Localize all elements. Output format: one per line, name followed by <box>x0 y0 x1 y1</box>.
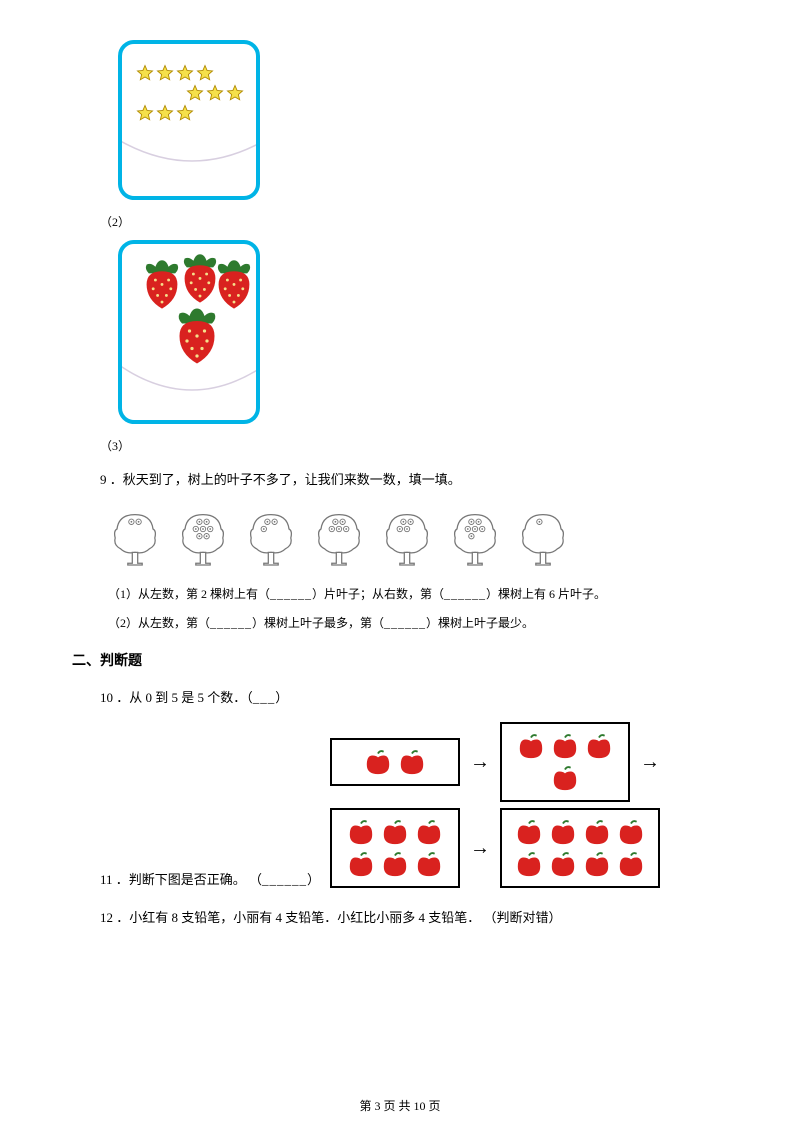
star-icon <box>176 104 194 122</box>
apple-panel <box>330 808 460 888</box>
blank[interactable]: ______ <box>210 616 252 630</box>
blank[interactable]: ______ <box>270 587 312 601</box>
apple-icon <box>550 764 580 792</box>
arrow-icon: → <box>470 832 490 864</box>
apple-icon <box>548 850 578 878</box>
apple-sequence-figure: → → → <box>330 722 670 894</box>
apple-icon <box>346 850 376 878</box>
question-9-sub2: （2）从左数，第（______）棵树上叶子最多，第（______）棵树上叶子最少… <box>108 614 710 633</box>
star-icon <box>156 104 174 122</box>
apple-icon <box>548 818 578 846</box>
tree-icon <box>312 509 366 567</box>
blank[interactable]: ______ <box>444 587 486 601</box>
apple-panel <box>500 722 630 802</box>
apple-icon <box>616 818 646 846</box>
blank[interactable]: ___ <box>253 690 276 705</box>
image-box-berries <box>118 240 260 424</box>
star-icon <box>136 104 154 122</box>
tree-icon <box>108 509 162 567</box>
question-11-row: 11 ．判断下图是否正确。 （______） →→→ <box>100 722 710 894</box>
question-9-sub1: （1）从左数，第 2 棵树上有（______）片叶子；从右数，第（______）… <box>108 585 710 604</box>
label-item-3: （3） <box>100 437 710 456</box>
tree-icon <box>176 509 230 567</box>
tree-icon <box>448 509 502 567</box>
apple-icon <box>550 732 580 760</box>
image-box-stars <box>118 40 260 200</box>
blank[interactable]: ______ <box>262 872 307 887</box>
apple-icon <box>380 850 410 878</box>
blank[interactable]: ______ <box>384 616 426 630</box>
apple-icon <box>582 850 612 878</box>
question-12-text: 12 ．小红有 8 支铅笔，小丽有 4 支铅笔．小红比小丽多 4 支铅笔． （判… <box>100 908 710 929</box>
question-11-text: 11 ．判断下图是否正确。 （ <box>100 872 262 887</box>
apple-icon <box>414 850 444 878</box>
apple-icon <box>346 818 376 846</box>
apple-icon <box>516 732 546 760</box>
apple-icon <box>397 748 427 776</box>
arrow-icon: → <box>470 746 490 778</box>
page-footer: 第 3 页 共 10 页 <box>0 1097 800 1116</box>
arrow-icon: → <box>640 746 660 778</box>
apple-icon <box>380 818 410 846</box>
star-icon <box>196 64 214 82</box>
star-icon <box>186 84 204 102</box>
curve-line <box>118 350 260 410</box>
tree-icon <box>380 509 434 567</box>
trees-row <box>108 509 710 567</box>
question-10-text: 10 ．从 0 到 5 是 5 个数．（___） <box>100 688 710 709</box>
apple-icon <box>616 850 646 878</box>
apple-panel <box>330 738 460 786</box>
apple-icon <box>514 818 544 846</box>
tree-icon <box>516 509 570 567</box>
apple-panel <box>500 808 660 888</box>
star-icon <box>206 84 224 102</box>
star-icon <box>156 64 174 82</box>
label-item-2: （2） <box>100 213 710 232</box>
star-icon <box>226 84 244 102</box>
strawberry-icon <box>212 258 256 311</box>
apple-icon <box>414 818 444 846</box>
question-9-text: 9 ．秋天到了，树上的叶子不多了，让我们来数一数，填一填。 <box>100 470 710 491</box>
apple-icon <box>584 732 614 760</box>
star-icon <box>136 64 154 82</box>
section-2-header: 二、判断题 <box>72 651 710 673</box>
apple-icon <box>582 818 612 846</box>
star-icon <box>176 64 194 82</box>
tree-icon <box>244 509 298 567</box>
curve-line <box>118 126 260 186</box>
apple-icon <box>363 748 393 776</box>
apple-icon <box>514 850 544 878</box>
